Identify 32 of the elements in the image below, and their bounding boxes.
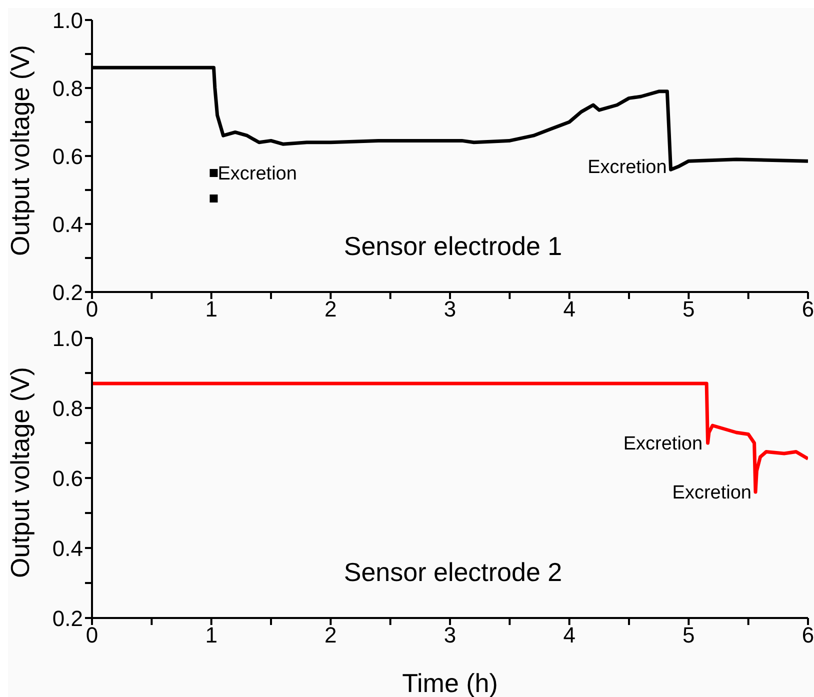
annotation: Excretion <box>588 156 667 178</box>
annotation: Sensor electrode 1 <box>342 231 564 262</box>
x-tick-label: 6 <box>802 296 814 322</box>
x-tick-label: 1 <box>205 296 218 322</box>
x-tick-label: 1 <box>205 622 218 648</box>
y-tick-label: 0.4 <box>52 536 83 561</box>
x-tick-label: 5 <box>682 296 695 322</box>
x-tick-label: 0 <box>86 622 98 648</box>
y-tick-label: 1.0 <box>52 326 83 351</box>
x-tick-label: 2 <box>324 296 337 322</box>
annotation: Excretion <box>623 434 703 455</box>
y-tick-label: 0.8 <box>52 396 83 421</box>
y-tick-label: 1.0 <box>52 8 83 33</box>
x-tick-label: 4 <box>563 622 576 648</box>
x-tick-label: 4 <box>563 296 576 322</box>
annotation: Excretion <box>218 164 297 185</box>
x-tick-label: 5 <box>682 622 695 648</box>
x-tick-label: 6 <box>802 622 814 648</box>
x-tick-label: 3 <box>444 296 456 322</box>
y-axis-title: Output voltage (V) <box>5 367 36 578</box>
annotation: Excretion <box>672 482 752 504</box>
y-tick-label: 0.2 <box>52 280 83 305</box>
y-tick-label: 0.6 <box>52 144 83 169</box>
x-tick-label: 3 <box>444 622 456 648</box>
x-tick-label: 0 <box>86 296 98 322</box>
annotation: Sensor electrode 2 <box>342 557 564 588</box>
y-tick-label: 0.6 <box>52 466 83 491</box>
y-tick-label: 0.4 <box>52 212 83 237</box>
y-axis-title: Output voltage (V) <box>5 45 36 256</box>
x-tick-label: 2 <box>324 622 337 648</box>
y-tick-label: 0.8 <box>52 76 83 101</box>
y-tick-label: 0.2 <box>52 606 83 631</box>
